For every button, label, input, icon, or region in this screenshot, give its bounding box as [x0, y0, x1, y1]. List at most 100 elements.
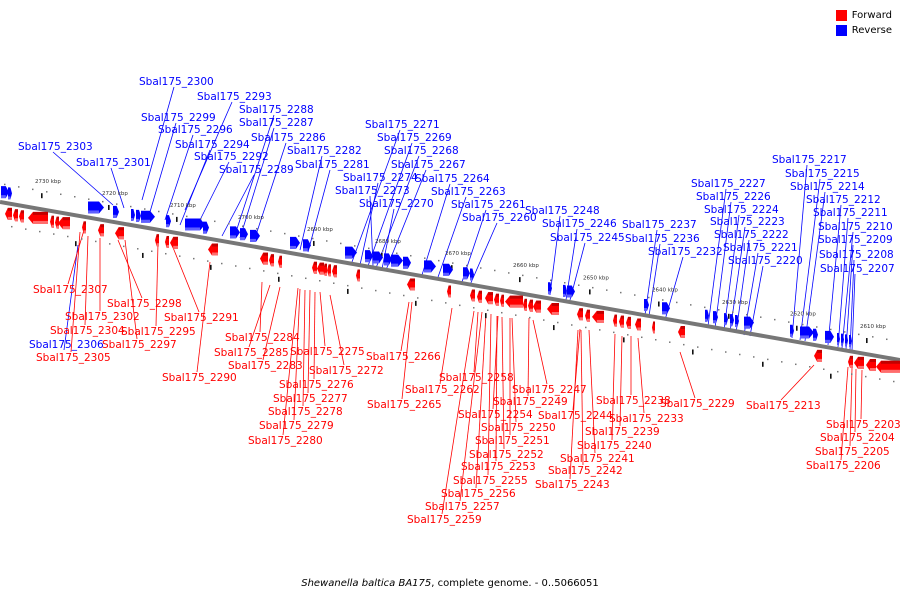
scale-dot — [543, 319, 545, 321]
reverse-gene-label: Sbal175_2286 — [251, 132, 326, 144]
reverse-gene-shadow — [403, 265, 408, 269]
scale-dot — [256, 227, 258, 230]
reverse-gene-label: Sbal175_2212 — [806, 194, 881, 206]
forward-leader-line — [475, 312, 487, 489]
forward-leader-line — [282, 287, 299, 436]
reverse-leader-line — [110, 167, 125, 209]
scale-tick — [313, 240, 315, 246]
reverse-gene-shadow — [1, 195, 6, 199]
forward-gene-shadow — [62, 217, 70, 221]
reverse-gene-shadow — [470, 277, 473, 281]
reverse-gene-shadow — [230, 235, 236, 239]
scale-tick — [210, 264, 212, 270]
reverse-gene-label: Sbal175_2215 — [785, 168, 860, 180]
forward-gene-shadow — [33, 211, 48, 215]
scale-dot — [669, 341, 671, 343]
forward-gene-label: Sbal175_2238 — [596, 395, 671, 407]
reverse-gene-label: Sbal175_2217 — [772, 154, 847, 166]
scale-dot — [564, 282, 566, 284]
reverse-gene-label: Sbal175_2269 — [377, 132, 452, 144]
forward-gene-shadow — [530, 299, 533, 303]
forward-gene-shadow — [653, 321, 655, 325]
reverse-gene-shadow — [730, 323, 733, 327]
scale-tick — [519, 277, 521, 283]
forward-gene-label: Sbal175_2205 — [815, 446, 890, 458]
reverse-leader-line — [359, 182, 379, 266]
scale-dot — [249, 267, 251, 270]
forward-gene-shadow — [319, 271, 324, 275]
scale-tick — [762, 361, 764, 367]
reverse-gene-shadow — [373, 260, 379, 264]
reverse-leader-line — [791, 164, 808, 339]
reverse-leader-line — [375, 155, 420, 269]
reverse-gene-label: Sbal175_2299 — [141, 112, 216, 124]
scale-dot — [326, 240, 328, 242]
forward-gene-label: Sbal175_2285 — [214, 347, 289, 359]
forward-leader-line — [849, 367, 853, 447]
forward-gene-shadow — [166, 235, 169, 239]
scale-dot — [585, 326, 587, 329]
forward-gene-shadow — [488, 292, 493, 296]
scale-dot — [32, 188, 34, 191]
forward-leader-line — [473, 311, 479, 373]
forward-gene-shadow — [100, 224, 104, 228]
genome-axis — [0, 200, 900, 362]
reverse-gene-label: Sbal175_2209 — [818, 234, 893, 246]
scale-dot — [655, 338, 657, 341]
reverse-gene-shadow — [240, 237, 245, 241]
reverse-gene-label: Sbal175_2306 — [29, 339, 104, 351]
forward-gene-shadow — [551, 303, 559, 307]
forward-leader-line — [619, 335, 623, 427]
forward-gene-shadow — [314, 270, 317, 274]
scale-dot — [4, 183, 6, 186]
forward-leader-line — [117, 239, 143, 299]
forward-leader-line — [441, 310, 475, 515]
reverse-leader-line — [723, 214, 740, 331]
reverse-leader-line — [52, 151, 114, 206]
reverse-leader-line — [648, 243, 661, 317]
forward-gene-shadow — [410, 287, 415, 291]
forward-gene-label: Sbal175_2307 — [33, 284, 108, 296]
scale-dot — [445, 302, 447, 304]
caption-rest: , complete genome. - 0..5066051 — [431, 578, 599, 589]
forward-gene-shadow — [536, 309, 541, 313]
scale-dot — [452, 262, 454, 264]
scale-dot — [431, 299, 433, 302]
reverse-leader-line — [179, 149, 211, 226]
reverse-gene-label: Sbal175_2232 — [648, 246, 723, 258]
reverse-leader-line — [729, 226, 746, 333]
scale-dot — [641, 336, 643, 339]
reverse-gene-label: Sbal175_2268 — [384, 145, 459, 157]
scale-dot — [487, 309, 489, 311]
forward-gene-shadow — [621, 324, 624, 328]
scale-tick — [108, 204, 110, 210]
forward-gene-shadow — [530, 308, 533, 312]
reverse-gene-shadow — [790, 333, 793, 337]
scale-dot — [732, 311, 734, 314]
forward-leader-line — [155, 242, 159, 327]
scale-dot — [424, 257, 426, 259]
scale-tick — [176, 216, 178, 222]
scale-dot — [438, 259, 440, 262]
reverse-leader-line — [367, 142, 413, 267]
scale-tick — [728, 313, 730, 319]
forward-gene-label: Sbal175_2247 — [512, 384, 587, 396]
forward-leader-line — [124, 239, 138, 340]
forward-gene-shadow — [621, 315, 624, 319]
forward-gene-label: Sbal175_2298 — [107, 298, 182, 310]
reverse-gene-label: Sbal175_2260 — [462, 212, 537, 224]
reverse-leader-line — [234, 114, 275, 236]
forward-gene-shadow — [870, 368, 876, 372]
scale-dot — [697, 346, 699, 348]
forward-gene-shadow — [15, 209, 18, 213]
forward-gene-shadow — [579, 308, 583, 312]
forward-leader-line — [459, 311, 483, 502]
forward-gene-shadow — [324, 263, 327, 267]
scale-label: 2630 kbp — [722, 300, 748, 306]
forward-gene-label: Sbal175_2233 — [609, 413, 684, 425]
scale-dot — [340, 242, 342, 245]
reverse-gene-shadow — [825, 339, 831, 343]
reverse-gene-shadow — [724, 322, 727, 326]
reverse-gene-label: Sbal175_2296 — [158, 124, 233, 136]
forward-leader-line — [262, 286, 281, 361]
